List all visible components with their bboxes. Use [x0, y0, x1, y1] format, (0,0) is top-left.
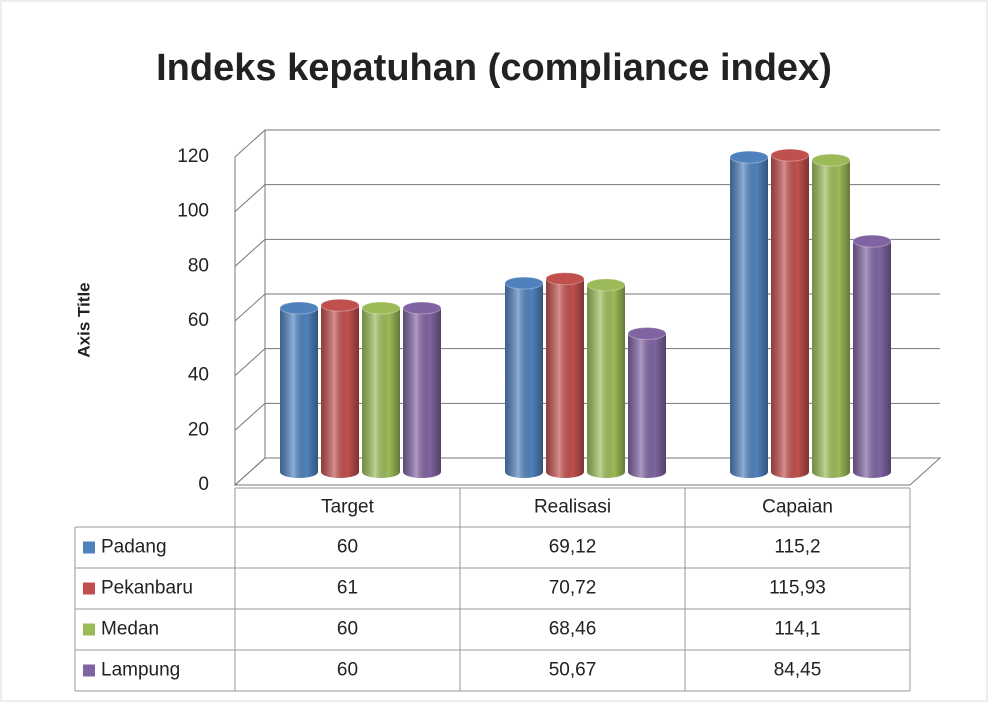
- grid-line-side: [234, 184, 266, 213]
- legend-swatch: [83, 541, 95, 554]
- legend-label: Lampung: [101, 660, 180, 681]
- cylinder-shade: [546, 278, 584, 478]
- legend-swatch: [83, 582, 95, 595]
- cylinder-top: [279, 301, 319, 315]
- table-value: 115,93: [769, 578, 826, 599]
- y-tick-label: 40: [188, 365, 209, 386]
- cylinder-top: [627, 327, 667, 341]
- legend-label: Padang: [101, 537, 167, 558]
- grid-line-side: [234, 293, 266, 322]
- table-value: 61: [337, 578, 358, 599]
- cylinder-shade: [505, 283, 543, 478]
- y-tick-label: 0: [198, 474, 209, 495]
- y-tick-label: 20: [188, 419, 209, 440]
- cylinder-shade: [730, 157, 768, 478]
- y-tick-label: 80: [188, 255, 209, 276]
- y-axis-title: Axis Title: [74, 282, 93, 357]
- cylinder-top: [504, 276, 544, 290]
- cylinder-shade: [628, 333, 666, 478]
- cylinder-shade: [812, 160, 850, 479]
- cylinder-top: [811, 153, 851, 167]
- cylinder-top: [361, 301, 401, 315]
- grid-line-side: [234, 348, 266, 377]
- cylinder-top: [402, 301, 442, 315]
- legend-swatch: [83, 664, 95, 677]
- cylinder-top: [770, 148, 810, 162]
- table-value: 70,72: [549, 578, 597, 599]
- cylinder-shade: [587, 284, 625, 478]
- table-value: 69,12: [549, 537, 597, 558]
- cylinder-shade: [771, 155, 809, 478]
- cylinder-top: [320, 298, 360, 312]
- cylinder-shade: [280, 308, 318, 478]
- table-header: Realisasi: [534, 497, 611, 518]
- table-value: 60: [337, 537, 358, 558]
- table-value: 60: [337, 660, 358, 681]
- cylinder-top: [729, 150, 769, 164]
- table-value: 84,45: [774, 660, 822, 681]
- cylinder-shade: [321, 305, 359, 478]
- table-value: 114,1: [774, 619, 820, 640]
- grid-line-side: [234, 238, 266, 267]
- y-tick-label: 120: [177, 146, 209, 167]
- cylinder-top: [852, 234, 892, 248]
- cylinder-top: [545, 272, 585, 286]
- table-value: 50,67: [549, 660, 597, 681]
- legend-label: Medan: [101, 619, 159, 640]
- table-value: 60: [337, 619, 358, 640]
- grid-line-side: [234, 129, 266, 158]
- legend-swatch: [83, 623, 95, 636]
- grid-line-side: [234, 457, 266, 486]
- y-tick-label: 60: [188, 310, 209, 331]
- y-tick-label: 100: [177, 201, 209, 222]
- cylinder-shade: [853, 241, 891, 478]
- table-header: Target: [321, 497, 375, 518]
- cylinder-shade: [403, 308, 441, 478]
- table-value: 68,46: [549, 619, 597, 640]
- chart-title: Indeks kepatuhan (compliance index): [156, 47, 832, 89]
- cylinder-shade: [362, 308, 400, 478]
- grid-line-side: [234, 402, 266, 431]
- legend-label: Pekanbaru: [101, 578, 193, 599]
- table-header: Capaian: [762, 497, 833, 518]
- cylinder-top: [586, 278, 626, 292]
- table-value: 115,2: [774, 537, 820, 558]
